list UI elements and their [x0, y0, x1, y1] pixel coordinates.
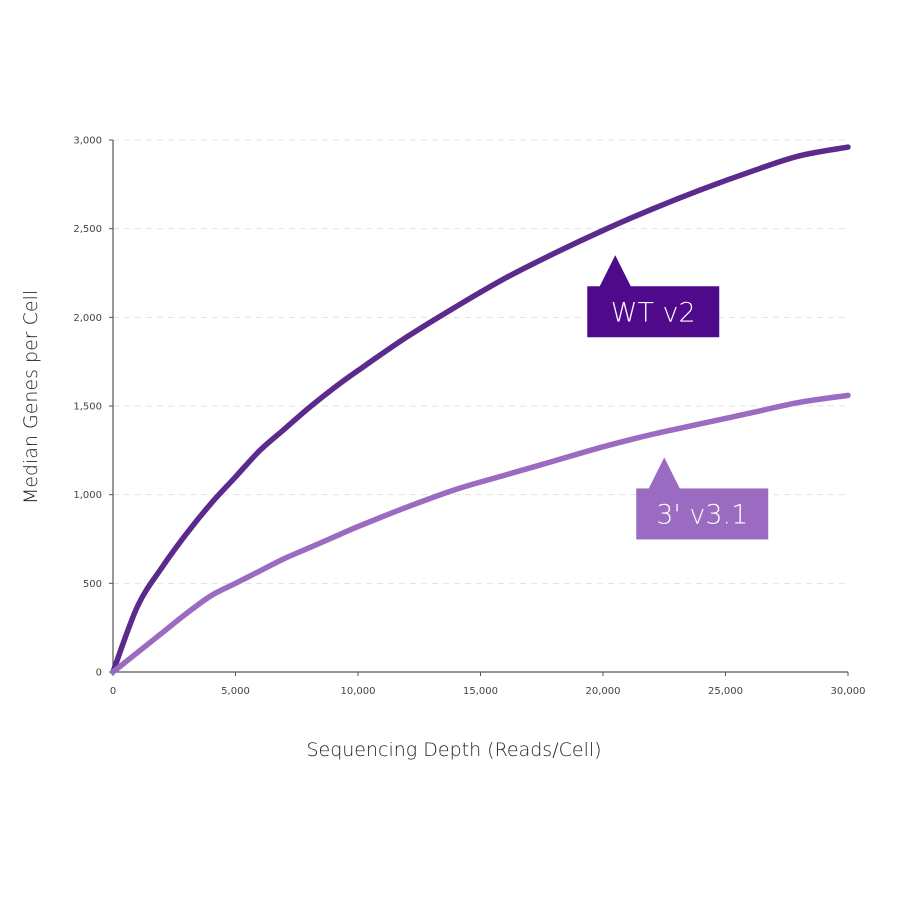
callout-box-0 — [587, 286, 720, 338]
x-tick-label-3: 15,000 — [463, 686, 498, 697]
y-tick-label-3: 1,500 — [73, 402, 102, 413]
y-tick-label-6: 3,000 — [73, 136, 102, 147]
series-callout-0: WT v2 — [587, 255, 720, 338]
x-tick-label-4: 20,000 — [586, 686, 621, 697]
tick-labels: 0 500 1,000 1,500 2,000 2,500 3,000 0 5,000 10,00… — [73, 136, 865, 698]
y-tick-label-0: 0 — [96, 668, 102, 679]
y-tick-label-1: 500 — [83, 579, 102, 590]
y-tick-label-4: 2,000 — [73, 313, 102, 324]
x-tick-label-0: 0 — [110, 686, 116, 697]
series-callout-1: 3' v3.1 — [636, 457, 769, 540]
series-label-0: WT v2 — [611, 297, 696, 328]
x-tick-label-6: 30,000 — [831, 686, 866, 697]
y-axis-title: Median Genes per Cell — [20, 290, 42, 504]
x-axis-title: Sequencing Depth (Reads/Cell) — [306, 739, 601, 761]
x-tick-label-1: 5,000 — [221, 686, 250, 697]
callout-pointer-0 — [599, 255, 632, 288]
x-tick-label-2: 10,000 — [341, 686, 376, 697]
grid-lines — [113, 139, 848, 584]
callout-pointer-1 — [648, 457, 681, 490]
series-label-1: 3' v3.1 — [656, 499, 748, 530]
callout-box-1 — [636, 488, 769, 540]
series-line-0 — [110, 144, 851, 675]
y-tick-label-2: 1,000 — [73, 490, 102, 501]
x-tick-label-5: 25,000 — [708, 686, 743, 697]
series-lines — [110, 144, 851, 675]
series-callouts: WT v2 3' v3.1 — [587, 255, 769, 540]
axes — [109, 139, 849, 676]
y-tick-label-5: 2,500 — [73, 224, 102, 235]
series-line-1 — [110, 392, 851, 675]
